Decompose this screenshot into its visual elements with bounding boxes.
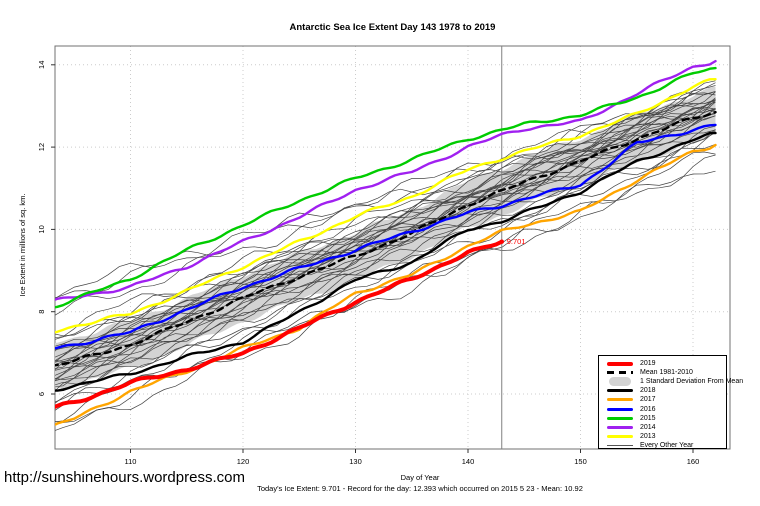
tick-labels: 110 120 130 140 150 160 6 8 10 12 14: [37, 61, 699, 466]
legend-item: 2019: [605, 359, 726, 368]
legend-item: 2016: [605, 404, 726, 413]
legend-label: 2019: [640, 360, 656, 368]
svg-text:130: 130: [349, 457, 362, 466]
legend-label: Every Other Year: [640, 441, 694, 449]
legend-swatch-solid: [605, 416, 635, 420]
svg-text:160: 160: [687, 457, 700, 466]
legend-swatch-band: [605, 377, 635, 387]
series-2015: [55, 66, 717, 309]
legend-label: 2014: [640, 423, 656, 431]
legend-item: 2013: [605, 432, 726, 441]
legend-item: 2018: [605, 386, 726, 395]
legend-swatch-solid: [605, 389, 635, 393]
legend-label: 2017: [640, 396, 656, 404]
plot-border: [54, 45, 731, 450]
x-axis-label: Day of Year: [400, 473, 440, 482]
legend-label: 2013: [640, 432, 656, 440]
legend-item: Mean 1981-2010: [605, 368, 726, 377]
legend-swatch-solid: [605, 398, 635, 402]
chart-title: Antarctic Sea Ice Extent Day 143 1978 to…: [289, 22, 496, 33]
series-2017: [55, 143, 717, 426]
legend-label: 2015: [640, 414, 656, 422]
legend-swatch-thin: [605, 444, 635, 446]
legend-label: 1 Standard Deviation From Mean: [640, 378, 744, 386]
legend-swatch-solid: [605, 425, 635, 429]
y-axis-label: Ice Extent in millions of sq. km.: [18, 193, 27, 297]
svg-text:6: 6: [37, 392, 46, 396]
chart-caption: Today's Ice Extent: 9.701 - Record for t…: [257, 484, 583, 493]
svg-text:8: 8: [37, 310, 46, 314]
legend-swatch-solid: [605, 407, 635, 411]
series-2014: [55, 59, 717, 301]
svg-text:120: 120: [237, 457, 250, 466]
series-2018: [55, 131, 717, 392]
legend: 2019 Mean 1981-2010 1 Standard Deviation F…: [598, 355, 743, 450]
legend-label: 2018: [640, 387, 656, 395]
legend-item: 2015: [605, 414, 726, 423]
legend-item: Every Other Year: [605, 441, 726, 450]
legend-label: 2016: [640, 405, 656, 413]
legend-swatch-thick-solid: [605, 361, 635, 366]
svg-text:150: 150: [574, 457, 587, 466]
legend-item: 2017: [605, 395, 726, 404]
svg-text:110: 110: [125, 457, 137, 466]
svg-text:140: 140: [462, 457, 475, 466]
legend-item: 1 Standard Deviation From Mean: [605, 377, 743, 387]
svg-text:14: 14: [37, 61, 46, 69]
series-2019: [55, 239, 504, 409]
today-value-dot: [499, 239, 504, 244]
legend-label: Mean 1981-2010: [640, 369, 693, 377]
legend-swatch-solid: [605, 434, 635, 438]
legend-swatch-dashed: [605, 371, 635, 375]
series-2016: [55, 123, 717, 350]
series-2013: [55, 77, 717, 334]
axis-ticks: [51, 64, 694, 453]
series-mean-1981-2010: [55, 110, 717, 367]
svg-text:10: 10: [37, 225, 46, 233]
today-value-annotation: 9.701: [506, 236, 526, 246]
svg-text:12: 12: [37, 143, 46, 151]
legend-item: 2014: [605, 423, 726, 432]
source-url: http://sunshinehours.wordpress.com: [4, 469, 245, 486]
